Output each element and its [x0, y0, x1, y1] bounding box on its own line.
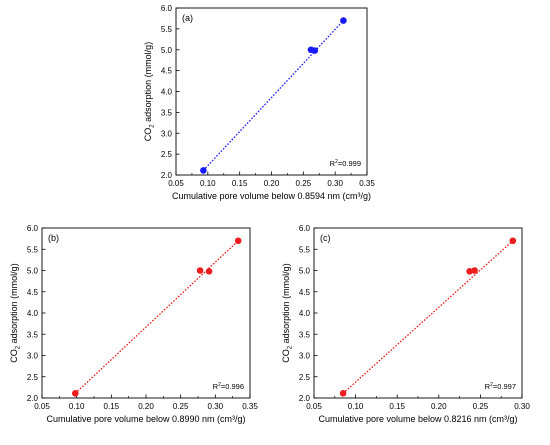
y-tick-label: 5.5 — [27, 245, 39, 254]
x-tick-label: 0.15 — [232, 179, 248, 188]
data-point — [196, 267, 204, 274]
y-tick-label: 4.0 — [299, 309, 311, 318]
y-tick-label: 3.0 — [27, 352, 39, 361]
data-point — [200, 167, 207, 174]
y-tick-label: 5.0 — [161, 46, 173, 55]
y-tick-label: 3.5 — [161, 108, 173, 117]
y-tick-label: 2.5 — [299, 373, 311, 382]
x-tick-label: 0.20 — [431, 402, 447, 411]
r2-prefix: R — [213, 382, 219, 391]
y-tick-label: 3.5 — [27, 330, 39, 339]
fit-line — [202, 20, 344, 171]
x-tick-label: 0.20 — [264, 179, 280, 188]
r2-superscript: 2 — [218, 382, 221, 388]
plot-frame — [175, 7, 368, 176]
data-point — [509, 237, 517, 245]
r2-value: =0.999 — [338, 159, 361, 168]
panel-label: (c) — [320, 233, 331, 243]
y-title-main: CO — [9, 349, 19, 363]
data-point — [234, 237, 242, 245]
x-axis-title: Cumulative pore volume below 0.8594 nm (… — [172, 191, 371, 201]
y-tick-label: 6.0 — [299, 224, 311, 233]
r2-prefix: R — [485, 382, 491, 391]
y-axis-title: CO2 adsorption (mmol/g) — [143, 42, 156, 141]
y-tick-label: 3.5 — [299, 330, 311, 339]
r2-value: =0.996 — [221, 382, 244, 391]
data-point — [466, 268, 473, 275]
x-tick-label: 0.20 — [138, 402, 154, 411]
y-tick-label: 3.0 — [299, 352, 311, 361]
y-axis-title: CO2 adsorption (mmol/g) — [9, 263, 22, 362]
y-tick-label: 2.0 — [27, 394, 39, 403]
r2-prefix: R — [330, 159, 336, 168]
fit-line — [74, 240, 239, 394]
y-title-rest: adsorption (mmol/g) — [143, 42, 153, 125]
y-tick-label: 2.0 — [299, 394, 311, 403]
fit-line — [342, 240, 514, 394]
y-title-rest: adsorption (mmol/g) — [281, 263, 291, 346]
y-tick-label: 2.0 — [161, 171, 173, 180]
y-tick-label: 3.0 — [161, 129, 173, 138]
panel-label: (b) — [48, 233, 59, 243]
x-axis-title: Cumulative pore volume below 0.8216 nm (… — [318, 414, 517, 424]
x-tick-label: 0.05 — [306, 402, 322, 411]
data-point — [339, 390, 347, 397]
r2-value: =0.997 — [493, 382, 516, 391]
x-tick-label: 0.10 — [200, 179, 216, 188]
y-tick-label: 5.5 — [299, 245, 311, 254]
r-squared-annotation: R2=0.999 — [330, 159, 361, 168]
x-tick-label: 0.30 — [208, 402, 224, 411]
r2-superscript: 2 — [490, 382, 493, 388]
plot-frame — [313, 227, 523, 399]
plot-frame — [41, 227, 251, 399]
y-tick-label: 4.5 — [27, 288, 39, 297]
y-tick-label: 5.5 — [161, 25, 173, 34]
x-tick-label: 0.35 — [359, 179, 375, 188]
y-tick-label: 5.0 — [299, 267, 311, 276]
y-tick-label: 2.5 — [27, 373, 39, 382]
x-tick-label: 0.30 — [514, 402, 530, 411]
r2-superscript: 2 — [335, 159, 338, 165]
y-tick-label: 4.5 — [161, 67, 173, 76]
r-squared-annotation: R2=0.996 — [213, 382, 244, 391]
x-tick-label: 0.30 — [327, 179, 343, 188]
data-point — [71, 390, 79, 397]
y-title-main: CO — [281, 349, 291, 363]
y-tick-label: 4.0 — [161, 88, 173, 97]
x-tick-label: 0.25 — [473, 402, 489, 411]
y-tick-label: 6.0 — [161, 4, 173, 13]
panel-label: (a) — [182, 13, 193, 23]
x-tick-label: 0.35 — [242, 402, 258, 411]
x-tick-label: 0.05 — [168, 179, 184, 188]
r-squared-annotation: R2=0.997 — [485, 382, 516, 391]
chart-panel-2: 0.05 0.10 0.15 0.20 0.25 0.30 0.35 2.0 2.5 3.0 3.5… — [9, 224, 258, 424]
y-tick-label: 5.0 — [27, 267, 39, 276]
y-title-subscript: 2 — [150, 124, 156, 128]
data-point — [471, 267, 478, 274]
y-tick-label: 6.0 — [27, 224, 39, 233]
y-title-rest: adsorption (mmol/g) — [9, 263, 19, 346]
chart-panel-1: 0.05 0.10 0.15 0.20 0.25 0.30 0.35 2.0 2.5 3.0 3.5… — [143, 4, 375, 201]
x-tick-label: 0.15 — [104, 402, 120, 411]
data-point — [205, 268, 213, 275]
x-axis-title: Cumulative pore volume below 0.8990 nm (… — [46, 414, 245, 424]
y-tick-label: 2.5 — [161, 150, 173, 159]
y-tick-label: 4.5 — [299, 288, 311, 297]
data-point — [311, 47, 319, 54]
y-axis-title: CO2 adsorption (mmol/g) — [281, 263, 294, 362]
y-title-subscript: 2 — [16, 345, 22, 349]
chart-panel-3: 0.05 0.10 0.15 0.20 0.25 0.30 2.0 2.5 3.0 3.5 4.0 4… — [281, 224, 530, 424]
y-title-subscript: 2 — [288, 345, 294, 349]
data-point — [340, 17, 347, 24]
y-tick-label: 4.0 — [27, 309, 39, 318]
x-tick-label: 0.05 — [34, 402, 50, 411]
x-tick-label: 0.25 — [173, 402, 189, 411]
x-tick-label: 0.15 — [389, 402, 405, 411]
x-tick-label: 0.10 — [348, 402, 364, 411]
y-title-main: CO — [143, 128, 153, 142]
x-tick-label: 0.25 — [296, 179, 312, 188]
x-tick-label: 0.10 — [69, 402, 85, 411]
